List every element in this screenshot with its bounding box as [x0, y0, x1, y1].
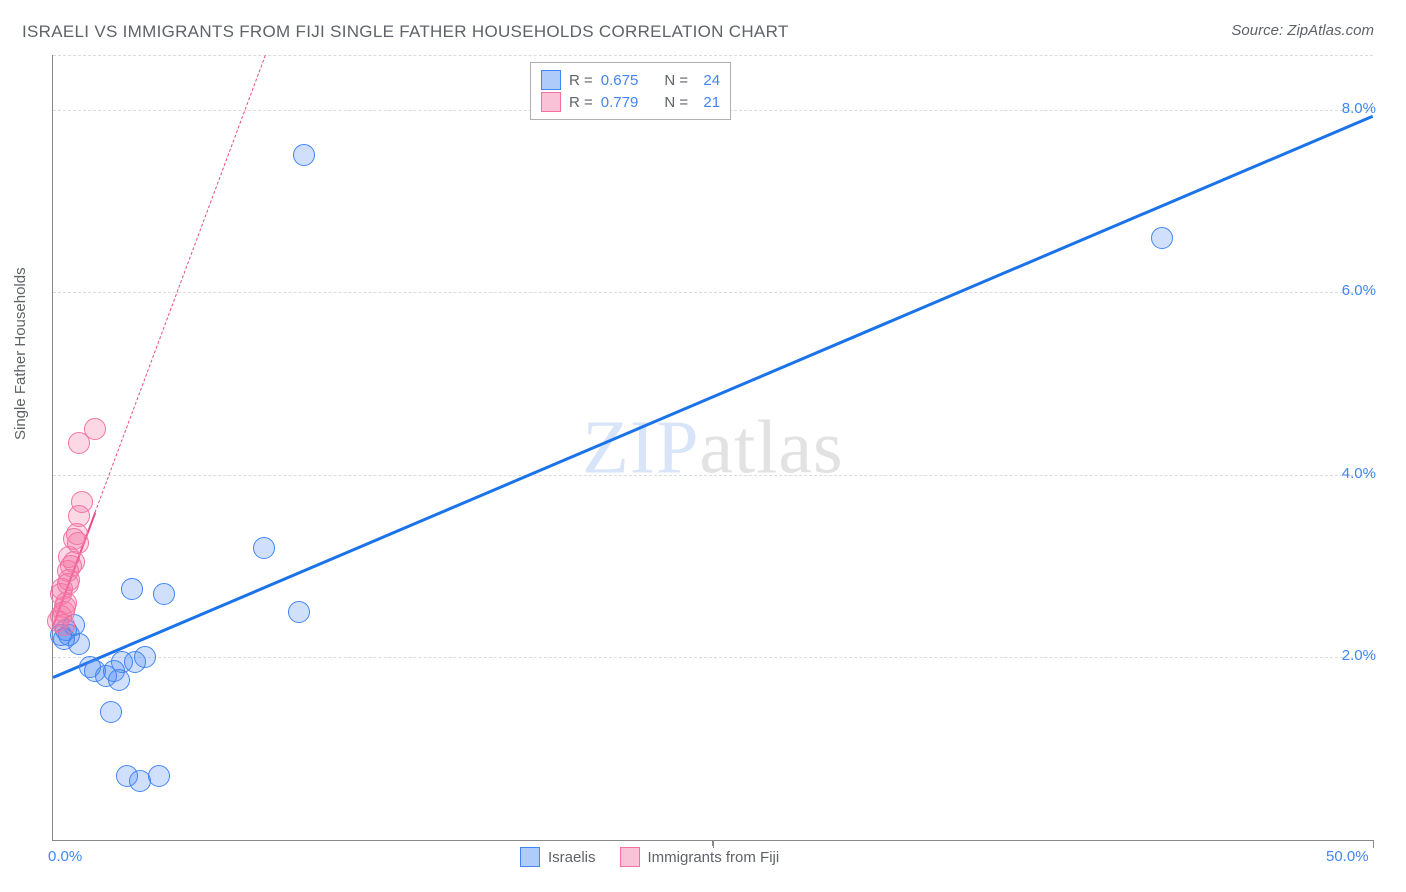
data-point	[293, 144, 315, 166]
data-point	[134, 646, 156, 668]
legend-n-label: N =	[664, 72, 688, 89]
trend-line	[95, 55, 266, 512]
legend-item: Israelis	[520, 847, 596, 867]
legend-swatch	[520, 847, 540, 867]
y-tick-label: 6.0%	[1342, 282, 1376, 299]
watermark-zip: ZIP	[582, 405, 699, 489]
data-point	[100, 701, 122, 723]
legend-stats-row: R = 0.779 N = 21	[541, 92, 720, 112]
legend-stats-row: R = 0.675 N = 24	[541, 70, 720, 90]
trend-line	[53, 114, 1374, 678]
x-tick-label: 50.0%	[1326, 848, 1369, 865]
data-point	[1151, 227, 1173, 249]
data-point	[253, 537, 275, 559]
legend-r-label: R =	[569, 72, 593, 89]
legend-n-value: 21	[696, 94, 720, 111]
legend-swatch	[620, 847, 640, 867]
legend-item: Immigrants from Fiji	[620, 847, 780, 867]
source-value: ZipAtlas.com	[1287, 22, 1374, 39]
data-point	[67, 532, 89, 554]
legend-label: Immigrants from Fiji	[648, 849, 780, 866]
gridline-h	[53, 292, 1373, 293]
chart-title: ISRAELI VS IMMIGRANTS FROM FIJI SINGLE F…	[22, 22, 789, 42]
data-point	[68, 633, 90, 655]
y-tick-label: 4.0%	[1342, 465, 1376, 482]
chart-container: ISRAELI VS IMMIGRANTS FROM FIJI SINGLE F…	[0, 0, 1406, 892]
x-tick-label: 0.0%	[48, 848, 82, 865]
data-point	[121, 578, 143, 600]
data-point	[148, 765, 170, 787]
legend-n-value: 24	[696, 72, 720, 89]
watermark: ZIPatlas	[582, 404, 843, 491]
legend-n-label: N =	[664, 94, 688, 111]
data-point	[108, 669, 130, 691]
data-point	[84, 418, 106, 440]
y-tick-label: 8.0%	[1342, 100, 1376, 117]
gridline-v	[1373, 840, 1374, 848]
gridline-h	[53, 475, 1373, 476]
data-point	[53, 614, 75, 636]
legend-label: Israelis	[548, 849, 596, 866]
watermark-atlas: atlas	[699, 405, 843, 489]
y-tick-label: 2.0%	[1342, 647, 1376, 664]
legend-stats-box: R = 0.675 N = 24 R = 0.779 N = 21	[530, 62, 731, 120]
chart-source: Source: ZipAtlas.com	[1231, 22, 1374, 39]
y-axis-label: Single Father Households	[12, 267, 29, 440]
legend-r-value: 0.675	[601, 72, 639, 89]
legend-swatch	[541, 70, 561, 90]
data-point	[288, 601, 310, 623]
data-point	[71, 491, 93, 513]
legend-r-value: 0.779	[601, 94, 639, 111]
source-label: Source:	[1231, 22, 1283, 39]
x-tick-mark	[712, 840, 713, 846]
data-point	[153, 583, 175, 605]
gridline-h	[53, 657, 1373, 658]
legend-r-label: R =	[569, 94, 593, 111]
plot-area: ZIPatlas	[52, 55, 1373, 841]
legend-bottom: Israelis Immigrants from Fiji	[520, 847, 779, 867]
legend-swatch	[541, 92, 561, 112]
gridline-h	[53, 55, 1373, 56]
